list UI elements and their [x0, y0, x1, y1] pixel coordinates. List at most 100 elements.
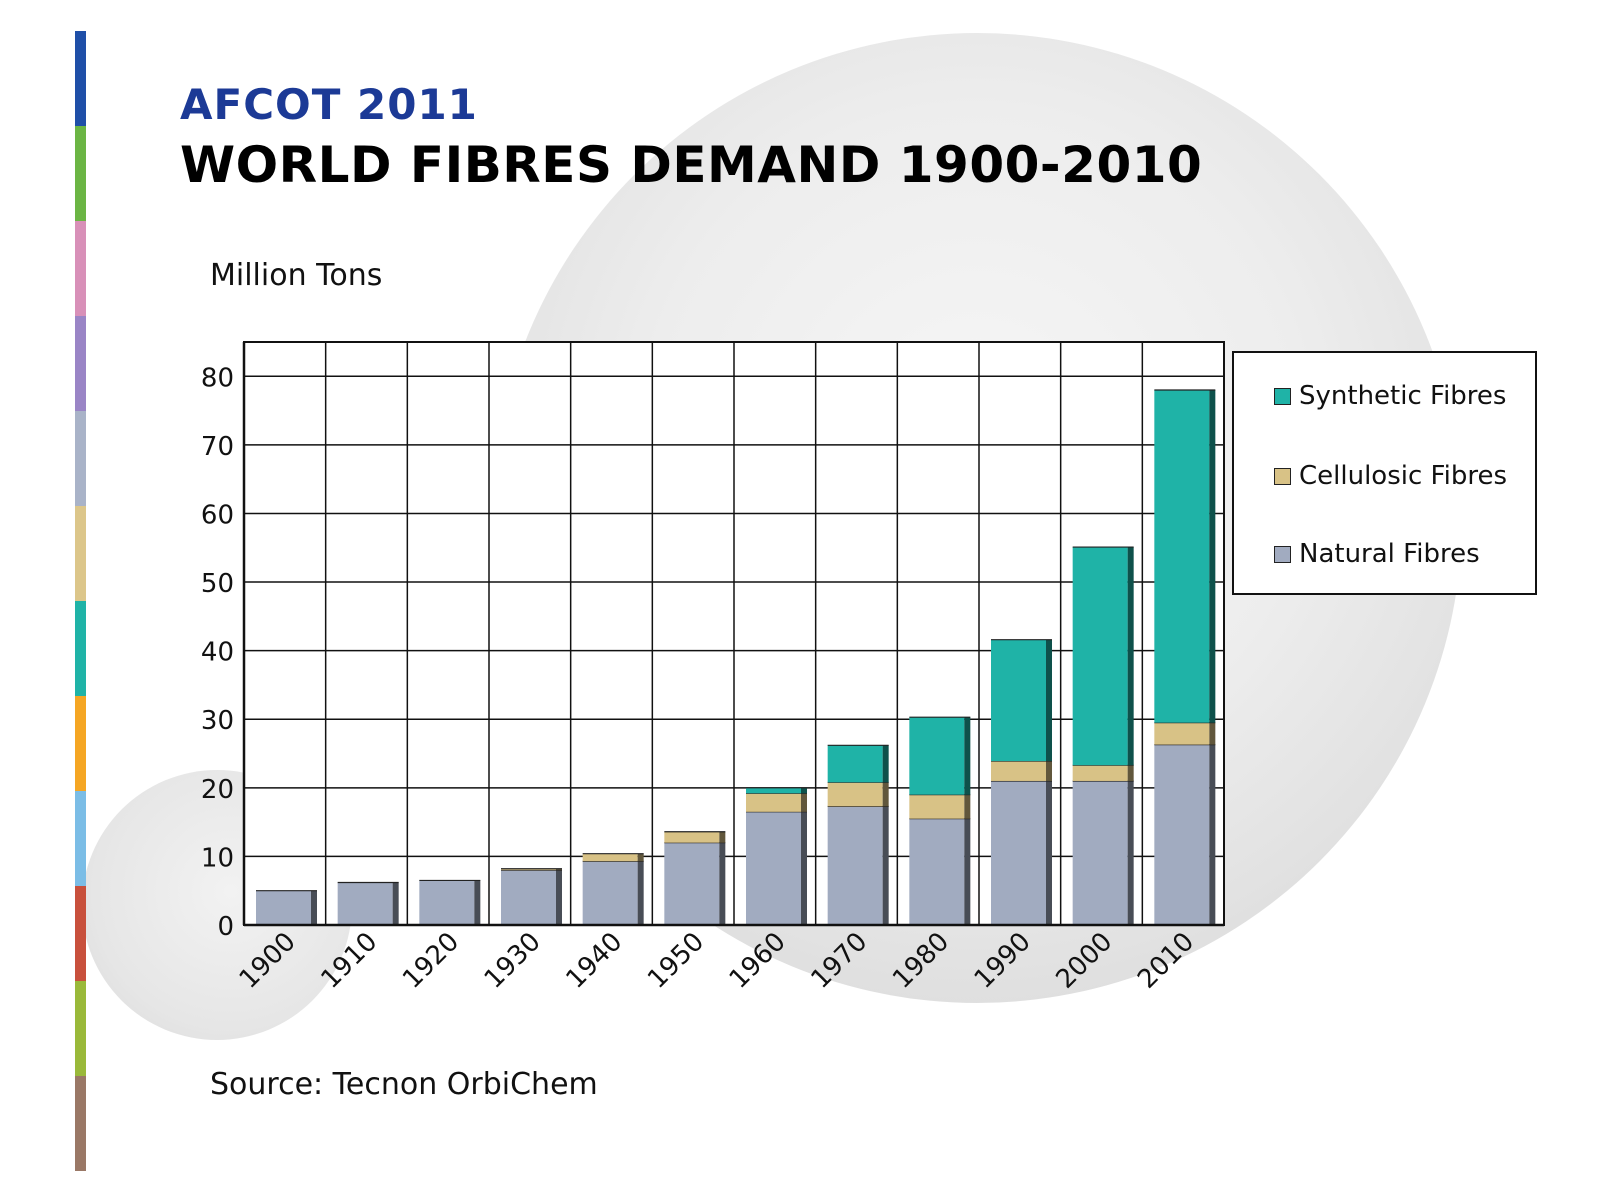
bar-side-synthetic: [1127, 547, 1134, 766]
legend-item-natural: Natural Fibres: [1274, 539, 1480, 569]
bar-synthetic: [827, 745, 883, 783]
bar-cellulosic: [909, 794, 965, 819]
y-tick-label: 0: [217, 912, 234, 942]
bar-natural: [419, 880, 475, 925]
legend-swatch-synthetic: [1274, 387, 1291, 405]
bar-side-cellulosic: [637, 853, 644, 862]
bar-natural: [991, 780, 1046, 925]
bar-side-natural: [801, 811, 807, 925]
y-tick-label: 10: [201, 843, 234, 873]
x-tick-label: 1970: [805, 927, 873, 995]
bar-cellulosic: [827, 782, 883, 807]
bar-side-natural: [637, 861, 644, 925]
color-strip-segment: [75, 601, 86, 696]
bar-side-natural: [1127, 780, 1134, 925]
legend-label-cellulosic: Cellulosic Fibres: [1299, 461, 1507, 491]
bar-side-natural: [556, 870, 562, 925]
color-strip-segment: [75, 316, 86, 411]
y-tick-label: 40: [201, 638, 234, 668]
bar-natural: [582, 861, 638, 925]
bar-side-cellulosic: [1046, 761, 1052, 781]
color-strip: [75, 31, 86, 1171]
bar-side-natural: [474, 880, 481, 925]
bar-natural: [664, 842, 720, 925]
bar-side-cellulosic: [964, 794, 971, 819]
bar-cellulosic: [582, 853, 638, 862]
bar-side-synthetic: [801, 787, 807, 794]
bar-natural: [501, 870, 556, 925]
legend-swatch-natural: [1274, 545, 1291, 563]
x-tick-label: 1930: [479, 927, 547, 995]
x-tick-label: 2010: [1132, 927, 1200, 995]
bar-side-natural: [311, 890, 317, 925]
bar-natural: [1154, 744, 1210, 925]
bar-side-synthetic: [882, 745, 889, 783]
bar-cellulosic: [991, 761, 1046, 781]
y-tick-label: 80: [201, 363, 234, 393]
bar-side-synthetic: [964, 717, 971, 795]
bar-natural: [337, 882, 393, 925]
y-tick-label: 60: [201, 500, 234, 530]
color-strip-segment: [75, 791, 86, 886]
y-axis-unit-label: Million Tons: [210, 258, 383, 293]
y-tick-label: 20: [201, 775, 234, 805]
bar-synthetic: [1072, 547, 1128, 766]
bar-side-cellulosic: [719, 831, 726, 843]
legend-item-cellulosic: Cellulosic Fibres: [1274, 461, 1507, 491]
bar-natural: [909, 818, 965, 925]
bar-side-natural: [1209, 744, 1216, 925]
color-strip-segment: [75, 411, 86, 506]
color-strip-segment: [75, 1076, 86, 1171]
x-tick-label: 1920: [397, 927, 465, 995]
bar-natural: [256, 890, 311, 925]
bar-side-cellulosic: [801, 793, 807, 812]
event-title: AFCOT 2011: [180, 80, 478, 129]
color-strip-segment: [75, 506, 86, 601]
bar-side-cellulosic: [556, 868, 562, 871]
color-strip-segment: [75, 126, 86, 221]
legend-item-synthetic: Synthetic Fibres: [1274, 381, 1506, 411]
x-tick-label: 1990: [969, 927, 1037, 995]
y-tick-label: 50: [201, 569, 234, 599]
bar-side-natural: [719, 842, 726, 925]
bar-side-natural: [882, 806, 889, 925]
bar-side-natural: [392, 882, 399, 925]
bar-cellulosic: [1154, 722, 1210, 745]
bar-side-cellulosic: [882, 782, 889, 807]
bar-synthetic: [1154, 390, 1210, 723]
source-note: Source: Tecnon OrbiChem: [210, 1067, 598, 1102]
bar-side-cellulosic: [1209, 722, 1216, 745]
legend-label-synthetic: Synthetic Fibres: [1299, 381, 1507, 411]
x-tick-label: 1940: [560, 927, 628, 995]
color-strip-segment: [75, 696, 86, 791]
x-tick-label: 1980: [887, 927, 955, 995]
x-tick-label: 1900: [234, 927, 302, 995]
bar-side-natural: [1046, 780, 1052, 925]
bar-cellulosic: [501, 868, 556, 871]
bar-synthetic: [909, 717, 965, 795]
bar-side-synthetic: [1209, 390, 1216, 723]
bar-natural: [1072, 780, 1128, 925]
bar-side-natural: [964, 818, 971, 925]
color-strip-segment: [75, 221, 86, 316]
x-tick-label: 1960: [724, 927, 792, 995]
color-strip-segment: [75, 981, 86, 1076]
x-tick-label: 1910: [315, 927, 383, 995]
bar-natural: [827, 806, 883, 925]
color-strip-segment: [75, 886, 86, 981]
bar-synthetic: [746, 787, 801, 794]
legend-label-natural: Natural Fibres: [1299, 539, 1480, 569]
y-tick-label: 70: [201, 432, 234, 462]
bar-cellulosic: [746, 793, 801, 812]
x-tick-label: 1950: [642, 927, 710, 995]
bar-side-cellulosic: [1127, 765, 1134, 781]
x-tick-label: 2000: [1050, 927, 1118, 995]
bar-natural: [746, 811, 801, 925]
bar-synthetic: [991, 639, 1046, 762]
bar-cellulosic: [664, 831, 720, 843]
bar-side-synthetic: [1046, 639, 1052, 762]
y-tick-label: 30: [201, 706, 234, 736]
chart-title: WORLD FIBRES DEMAND 1900-2010: [180, 136, 1203, 194]
bar-cellulosic: [1072, 765, 1128, 781]
